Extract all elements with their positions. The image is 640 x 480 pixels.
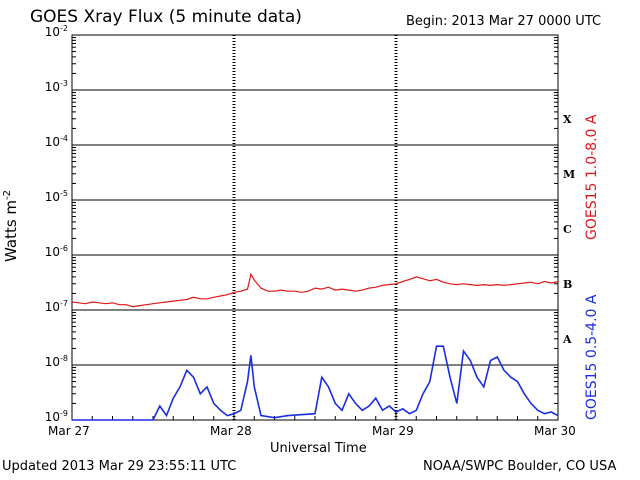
series-line-1 xyxy=(72,345,559,421)
x-tick-label: Mar 28 xyxy=(210,424,252,438)
y-tick-label: 10-7 xyxy=(44,299,68,314)
flare-class-label: C xyxy=(563,222,572,236)
flare-class-label: B xyxy=(563,277,573,291)
x-tick-label: Mar 27 xyxy=(48,424,90,438)
series-line-0 xyxy=(71,272,559,308)
flare-class-label: X xyxy=(563,112,572,126)
flare-class-label: M xyxy=(563,167,576,181)
x-axis-label: Universal Time xyxy=(270,441,367,456)
updated-timestamp: Updated 2013 Mar 29 23:55:11 UTC xyxy=(2,459,237,474)
y-tick-label: 10-3 xyxy=(44,79,68,94)
begin-time-label: Begin: 2013 Mar 27 0000 UTC xyxy=(406,14,602,29)
y-tick-label: 10-9 xyxy=(44,409,68,424)
credit-label: NOAA/SWPC Boulder, CO USA xyxy=(423,459,617,474)
y-tick-label: 10-8 xyxy=(44,354,68,369)
y-tick-label: 10-2 xyxy=(44,24,68,39)
y-tick-label: 10-5 xyxy=(44,189,68,204)
plot-frame xyxy=(71,34,559,421)
chart-title: GOES Xray Flux (5 minute data) xyxy=(30,7,302,27)
y-tick-label: 10-6 xyxy=(44,244,68,259)
x-tick-label: Mar 29 xyxy=(372,424,414,438)
y-tick-label: 10-4 xyxy=(44,134,68,149)
flare-class-label: A xyxy=(563,332,572,346)
x-tick-label: Mar 30 xyxy=(534,424,576,438)
